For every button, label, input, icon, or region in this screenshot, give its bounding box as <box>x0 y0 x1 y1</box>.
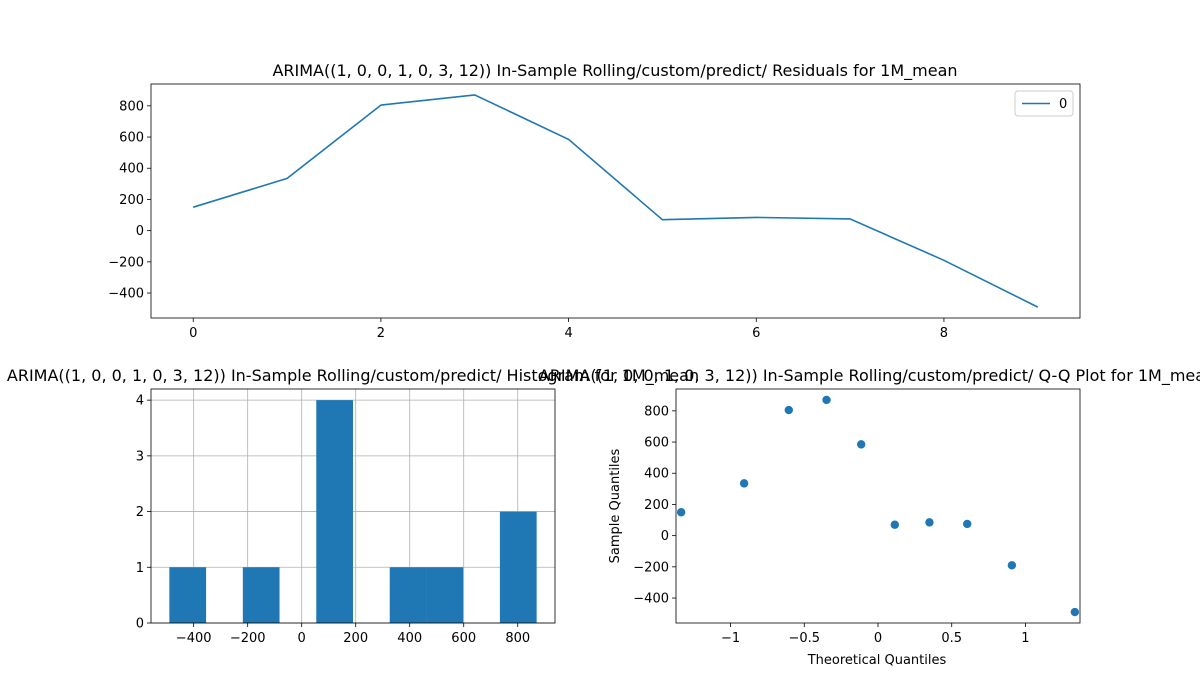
x-tick-label: −0.5 <box>788 631 820 646</box>
legend: 0 <box>1014 90 1074 117</box>
x-tick-label: 0.5 <box>941 631 962 646</box>
x-tick-label: 8 <box>940 326 948 341</box>
qq-point <box>1070 607 1080 617</box>
qq-point <box>1007 561 1017 570</box>
x-tick-label: 800 <box>505 631 530 646</box>
qq-point <box>739 479 749 488</box>
residuals-chart-title: ARIMA((1, 0, 0, 1, 0, 3, 12)) In-Sample … <box>272 61 957 81</box>
x-tick-label: 2 <box>377 326 385 341</box>
y-tick-label: −400 <box>633 592 669 607</box>
qq-point <box>822 395 831 405</box>
qq-point <box>784 405 793 415</box>
y-tick-label: 1 <box>136 561 144 576</box>
y-tick-label: 200 <box>119 193 144 208</box>
x-tick-label: 1 <box>1021 631 1029 646</box>
x-tick-label: 0 <box>189 326 197 341</box>
histogram-bar <box>169 567 207 623</box>
y-tick-label: −400 <box>108 287 144 302</box>
y-tick-label: 0 <box>136 224 144 239</box>
histogram-title: ARIMA((1, 0, 0, 1, 0, 3, 12)) In-Sample … <box>7 366 699 386</box>
qq-point <box>856 440 866 449</box>
series-line <box>192 94 1039 308</box>
y-tick-label: 0 <box>136 617 144 632</box>
x-tick-label: −200 <box>230 631 266 646</box>
y-tick-label: 400 <box>119 162 144 177</box>
legend-label: 0 <box>1059 97 1067 112</box>
y-tick-label: −200 <box>633 560 669 575</box>
x-tick-label: 0 <box>874 631 882 646</box>
qq-point <box>676 508 686 517</box>
x-tick-label: 600 <box>451 631 476 646</box>
residuals-histogram: −400 −200 0 200 400 600 800 0 1 2 3 4 <box>136 388 556 646</box>
y-tick-label: 800 <box>644 404 669 419</box>
histogram-bar <box>242 567 280 623</box>
x-tick-label: 200 <box>343 631 368 646</box>
y-tick-label: 400 <box>644 467 669 482</box>
qq-plot-ylabel: Sample Quantiles <box>608 448 623 563</box>
y-tick-label: 600 <box>119 131 144 146</box>
residuals-line-chart: 0 2 4 6 8 −400 −200 0 200 400 600 800 0 <box>108 83 1081 341</box>
histogram-bar <box>316 400 353 623</box>
y-tick-label: 0 <box>661 529 669 544</box>
y-tick-label: 4 <box>136 394 144 409</box>
x-tick-label: 4 <box>564 326 572 341</box>
y-tick-label: −200 <box>108 255 144 270</box>
qq-point <box>963 519 972 529</box>
x-tick-label: 6 <box>752 326 760 341</box>
qq-point <box>890 520 900 529</box>
y-tick-label: 3 <box>136 449 144 464</box>
x-tick-label: −1 <box>721 631 740 646</box>
y-tick-label: 200 <box>644 498 669 513</box>
qq-point <box>925 518 934 527</box>
x-tick-label: 400 <box>397 631 422 646</box>
axes-frame <box>150 83 1081 319</box>
qq-plot-xlabel: Theoretical Quantiles <box>807 653 947 668</box>
axes-frame <box>150 388 556 624</box>
axes-frame <box>675 388 1081 624</box>
y-tick-label: 2 <box>136 505 144 520</box>
y-tick-label: 800 <box>119 99 144 114</box>
histogram-bar <box>499 511 537 623</box>
qq-plot: −1 −0.5 0 0.5 1 −400 −200 0 200 400 600 800 <box>633 388 1081 646</box>
x-tick-label: 0 <box>298 631 306 646</box>
histogram-bar <box>426 567 464 623</box>
histogram-bar <box>389 567 427 623</box>
y-tick-label: 600 <box>644 436 669 451</box>
x-tick-label: −400 <box>176 631 212 646</box>
qq-plot-title: ARIMA((1, 0, 0, 1, 0, 3, 12)) In-Sample … <box>539 366 1200 386</box>
